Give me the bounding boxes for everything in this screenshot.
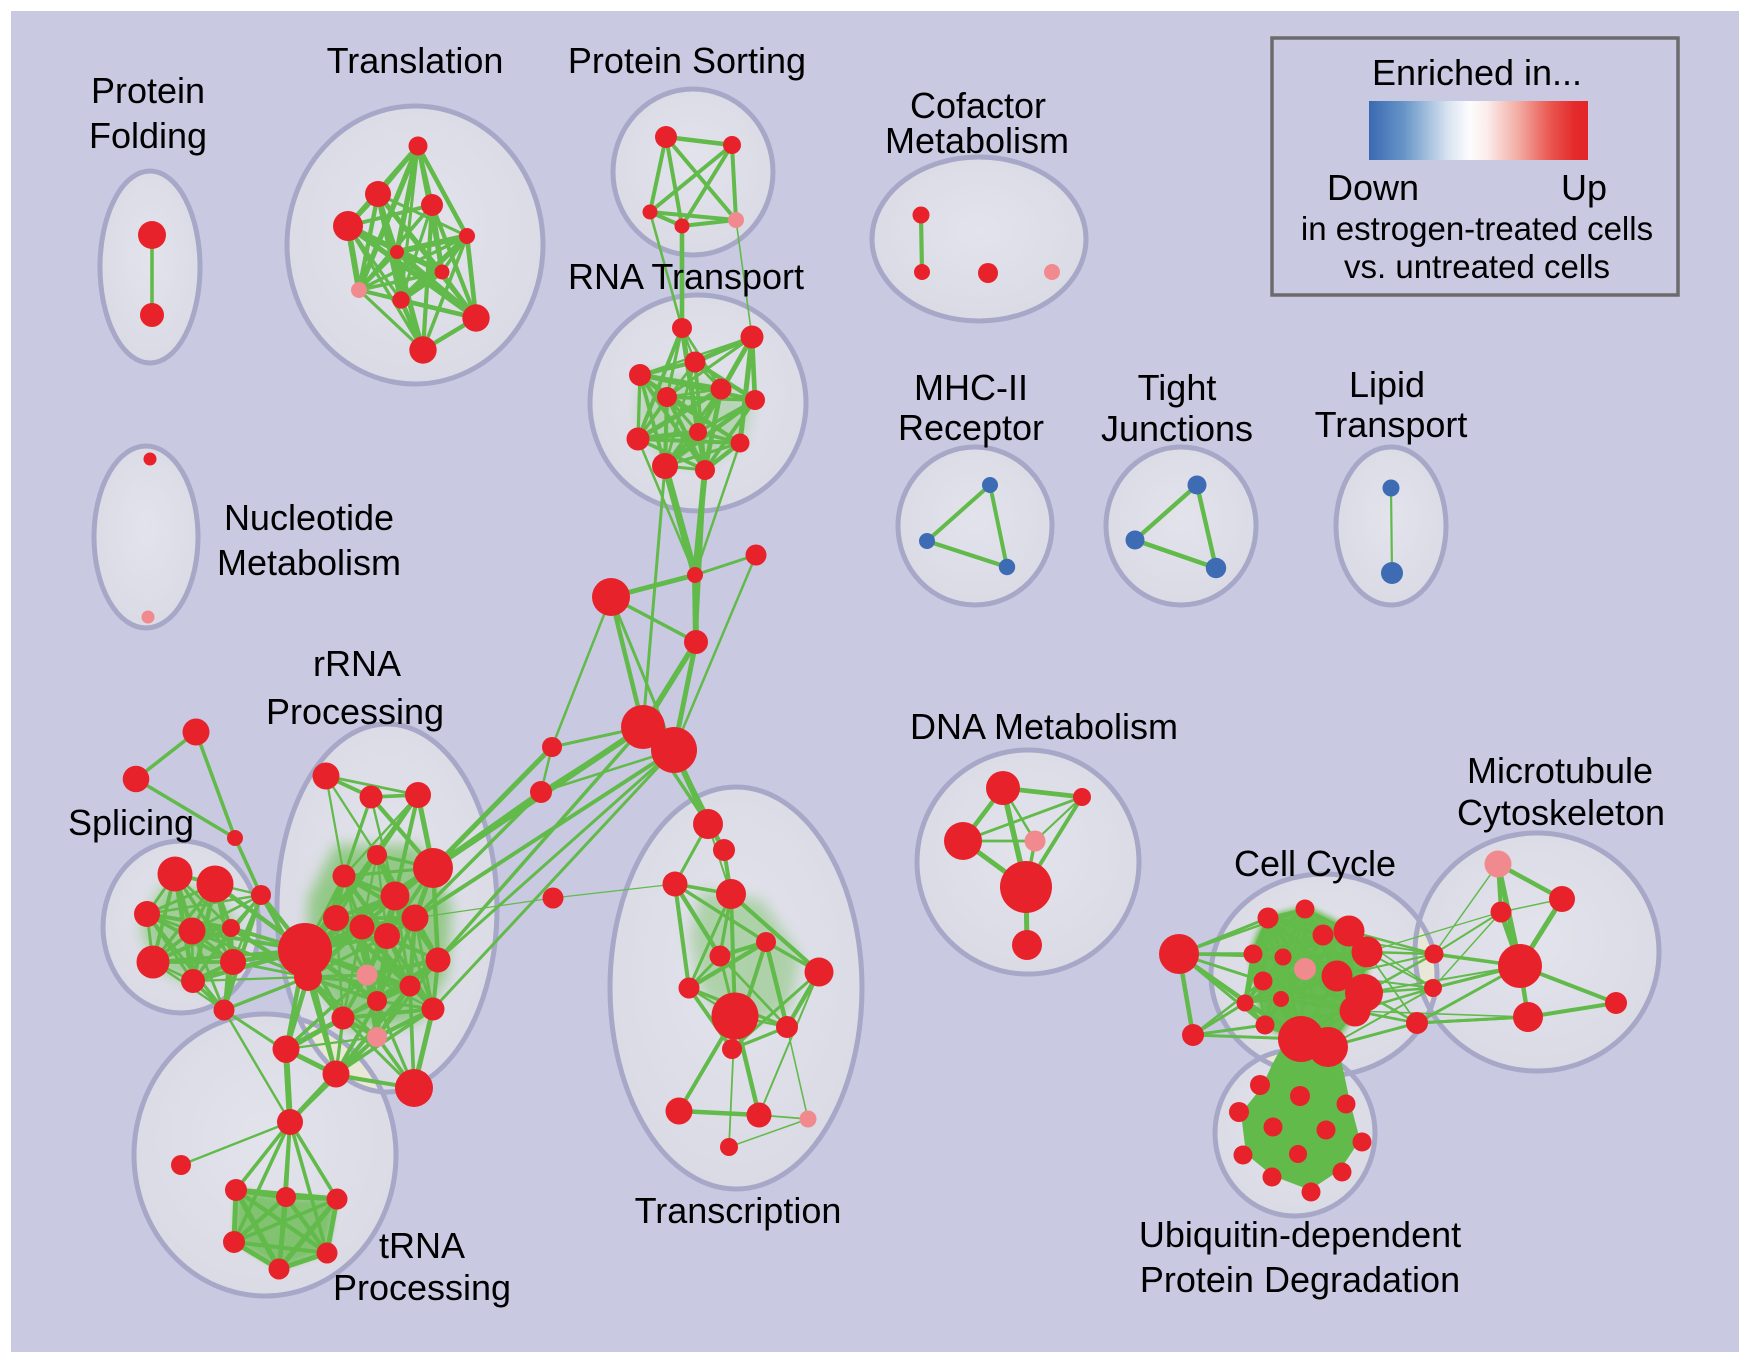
svg-text:Protein: Protein — [91, 70, 205, 111]
svg-text:Metabolism: Metabolism — [217, 542, 401, 583]
svg-text:tRNA: tRNA — [379, 1225, 465, 1266]
svg-text:Metabolism: Metabolism — [885, 120, 1069, 161]
svg-text:in estrogen-treated cells: in estrogen-treated cells — [1301, 210, 1653, 247]
svg-text:Processing: Processing — [266, 691, 444, 732]
svg-text:rRNA: rRNA — [313, 643, 401, 684]
svg-text:Tight: Tight — [1138, 367, 1217, 408]
svg-text:Cytoskeleton: Cytoskeleton — [1457, 792, 1665, 833]
svg-text:Processing: Processing — [333, 1267, 511, 1308]
svg-text:Enriched in...: Enriched in... — [1372, 52, 1582, 93]
svg-text:Translation: Translation — [327, 40, 504, 81]
svg-text:Junctions: Junctions — [1101, 408, 1253, 449]
svg-text:RNA Transport: RNA Transport — [568, 256, 804, 297]
svg-text:Nucleotide: Nucleotide — [224, 497, 394, 538]
svg-text:Receptor: Receptor — [898, 407, 1044, 448]
svg-text:Down: Down — [1327, 167, 1419, 208]
svg-text:DNA Metabolism: DNA Metabolism — [910, 706, 1178, 747]
svg-text:Transcription: Transcription — [635, 1190, 842, 1231]
svg-text:Protein Degradation: Protein Degradation — [1140, 1259, 1460, 1300]
svg-text:Up: Up — [1561, 167, 1607, 208]
svg-text:Splicing: Splicing — [68, 802, 194, 843]
svg-text:Lipid: Lipid — [1349, 364, 1425, 405]
svg-text:Microtubule: Microtubule — [1467, 750, 1653, 791]
svg-text:Cell Cycle: Cell Cycle — [1234, 843, 1396, 884]
svg-text:Folding: Folding — [89, 115, 207, 156]
svg-text:Transport: Transport — [1315, 404, 1468, 445]
svg-text:Cofactor: Cofactor — [910, 85, 1046, 126]
svg-text:MHC-II: MHC-II — [914, 367, 1028, 408]
svg-text:Ubiquitin-dependent: Ubiquitin-dependent — [1139, 1214, 1461, 1255]
svg-text:Protein Sorting: Protein Sorting — [568, 40, 806, 81]
svg-text:vs. untreated cells: vs. untreated cells — [1344, 248, 1610, 285]
